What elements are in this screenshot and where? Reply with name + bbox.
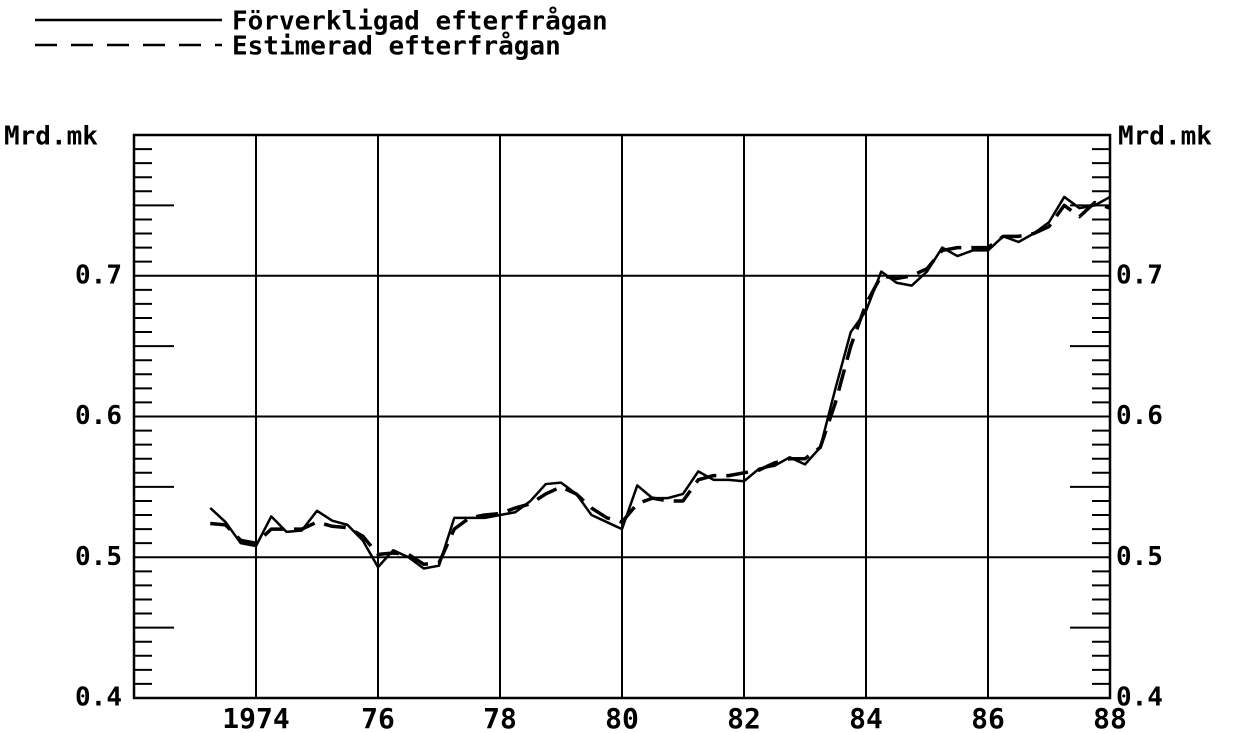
y-tick-label-right: 0.6 [1116,401,1163,431]
x-tick-label: 80 [605,702,639,733]
y-tick-label: 0.4 [75,683,122,713]
legend-label: Estimerad efterfrågan [232,30,561,62]
y-tick-label: 0.5 [75,542,122,572]
x-tick-label: 78 [483,702,517,733]
data-line [210,200,1111,567]
x-tick-label: 88 [1093,702,1127,733]
legend-label: Förverkligad efterfrågan [232,5,608,37]
y-tick-label: 0.6 [75,401,122,431]
x-tick-label: 86 [971,702,1005,733]
y-axis-label: Mrd.mk [4,122,98,152]
data-line [209,195,1111,570]
y-tick-label-right: 0.7 [1116,260,1163,290]
y-tick-label-right: 0.5 [1116,542,1163,572]
x-tick-label: 1974 [222,702,289,733]
x-tick-label: 84 [849,702,883,733]
x-tick-label: 76 [361,702,395,733]
y-tick-label-right: 0.4 [1116,683,1163,713]
y-axis-label-right: Mrd.mk [1118,122,1212,152]
x-tick-label: 82 [727,702,761,733]
y-tick-label: 0.7 [75,260,122,290]
